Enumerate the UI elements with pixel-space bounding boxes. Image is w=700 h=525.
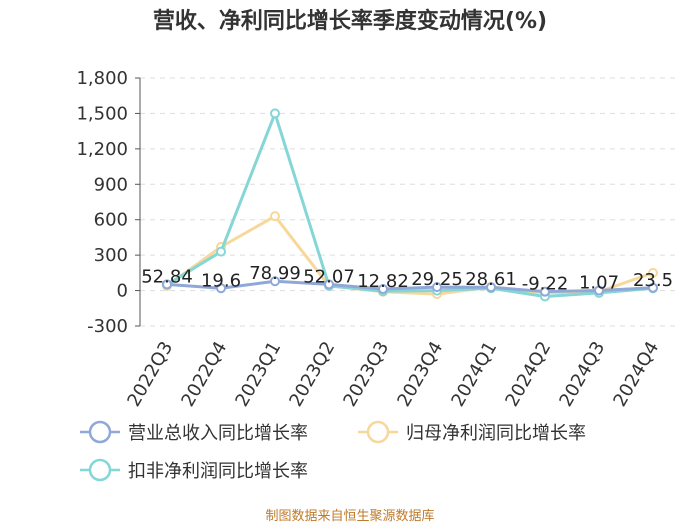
data-label: -9.22	[522, 274, 569, 295]
y-tick-label: 1,500	[76, 103, 128, 124]
x-tick-label: 2024Q3	[555, 338, 609, 410]
series-point-0	[486, 282, 496, 293]
series-point-1	[648, 267, 658, 278]
x-tick-label: 2023Q3	[339, 338, 393, 410]
y-tick-label: 1,200	[76, 139, 128, 160]
data-label: 29.25	[411, 269, 463, 290]
data-label: 52.84	[141, 266, 193, 287]
series-group	[162, 108, 658, 302]
x-tick-label: 2022Q4	[177, 338, 231, 410]
series-point-2	[216, 246, 226, 257]
legend-item-1[interactable]: 归母净利润同比增长率	[358, 420, 586, 444]
x-tick-label: 2024Q4	[609, 338, 663, 410]
x-tick-label: 2023Q2	[285, 338, 339, 410]
data-label: 1.07	[579, 272, 619, 293]
series-point-1	[270, 211, 280, 222]
series-point-0	[540, 286, 550, 297]
data-labels: 52.84 19.6 78.99 52.07 12.82 29.25 28.61 -9.22 1…	[141, 263, 673, 294]
series-point-0	[432, 282, 442, 293]
series-point-0	[594, 285, 604, 296]
y-tick-label: -300	[87, 316, 128, 337]
data-label: 28.61	[465, 269, 517, 290]
x-tick-label: 2022Q3	[123, 338, 177, 410]
y-tick-label: 300	[94, 245, 128, 266]
y-axis: -300 0 300 600 900 1,200 1,500 1,800	[76, 68, 141, 337]
y-tick-label: 1,800	[76, 68, 128, 89]
x-axis: 2022Q3 2022Q4 2023Q1 2023Q2 2023Q3 2023Q4 2024…	[123, 338, 663, 410]
series-point-0	[324, 279, 334, 290]
series-line-2	[166, 111, 654, 298]
legend-label: 营业总收入同比增长率	[128, 423, 308, 444]
grid	[140, 77, 680, 327]
data-label: 78.99	[249, 263, 301, 284]
source-note: 制图数据来自恒生聚源数据库	[265, 508, 434, 524]
legend-item-2[interactable]: 扣非净利润同比增长率	[80, 458, 308, 482]
y-tick-label: 0	[117, 281, 128, 302]
data-label: 52.07	[303, 266, 355, 287]
legend-item-0[interactable]: 营业总收入同比增长率	[80, 420, 308, 444]
x-tick-label: 2023Q4	[393, 338, 447, 410]
series-point-0	[216, 283, 226, 294]
series-point-2	[270, 108, 280, 119]
data-label: 23.5	[633, 270, 673, 291]
series-point-0	[378, 284, 388, 295]
data-label: 19.6	[201, 270, 241, 291]
series-point-0	[648, 282, 658, 293]
legend-marker	[366, 420, 390, 444]
legend-marker	[88, 458, 112, 482]
x-tick-label: 2024Q1	[447, 338, 501, 410]
legend-label: 扣非净利润同比增长率	[128, 461, 308, 482]
series-line-0	[166, 279, 654, 294]
legend-label: 归母净利润同比增长率	[406, 423, 586, 444]
data-label: 12.82	[357, 271, 409, 292]
series-point-0	[162, 279, 172, 290]
x-tick-label: 2023Q1	[231, 338, 285, 410]
legend-marker	[88, 420, 112, 444]
y-tick-label: 600	[94, 210, 128, 231]
x-tick-label: 2024Q2	[501, 338, 555, 410]
chart-title: 营收、净利同比增长率季度变动情况(%)	[153, 8, 547, 34]
series-point-0	[270, 276, 280, 287]
y-tick-label: 900	[94, 174, 128, 195]
